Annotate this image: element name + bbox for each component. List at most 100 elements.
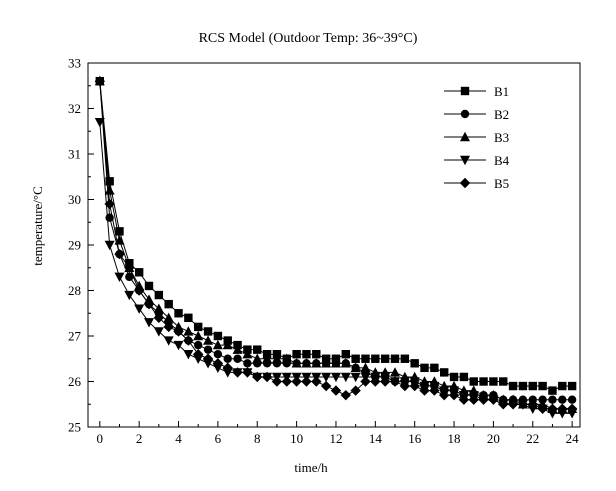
legend-item-b2: B2 [444, 107, 509, 122]
legend-marker [459, 177, 471, 189]
data-point [243, 359, 252, 368]
data-point [173, 340, 184, 351]
data-point [429, 385, 440, 396]
data-point [183, 326, 194, 336]
data-point [203, 345, 213, 354]
data-point [479, 377, 488, 386]
data-point [143, 298, 155, 310]
data-point [173, 326, 184, 337]
y-axis: 25 26 27 28 29 30 31 32 33 [68, 56, 94, 435]
data-point [124, 290, 135, 301]
data-point [163, 312, 174, 322]
data-point [203, 335, 214, 345]
data-point [153, 312, 165, 323]
data-point [449, 372, 459, 382]
data-point [301, 376, 312, 387]
data-point [459, 372, 469, 382]
legend-label: B2 [494, 107, 509, 122]
data-point [153, 303, 164, 313]
data-point [114, 248, 125, 260]
data-point [115, 227, 124, 236]
legend-label: B4 [494, 153, 510, 168]
data-point [340, 372, 351, 383]
data-point [133, 285, 145, 296]
data-point [271, 376, 283, 387]
data-point [340, 389, 352, 401]
data-point [351, 354, 360, 363]
data-point [212, 358, 224, 369]
legend-marker [460, 155, 470, 166]
series-b3 [94, 76, 578, 413]
legend-item-b1: B1 [444, 84, 509, 99]
series-b1 [95, 77, 577, 395]
y-tick-label: 27 [68, 329, 82, 344]
data-point [399, 380, 411, 392]
data-point [548, 395, 557, 404]
data-point [291, 376, 302, 387]
legend-item-b3: B3 [444, 130, 509, 145]
x-tick-label: 0 [97, 431, 104, 446]
data-point [301, 358, 312, 368]
data-point [222, 362, 233, 374]
data-point [134, 304, 145, 314]
data-point [153, 327, 164, 337]
x-tick-label: 10 [290, 431, 303, 446]
data-point [321, 358, 332, 368]
data-point [232, 367, 243, 378]
data-point [223, 354, 232, 363]
data-point [557, 403, 568, 414]
series-b5 [94, 76, 578, 414]
data-point [311, 358, 322, 368]
data-point [104, 185, 115, 195]
data-point [439, 389, 450, 401]
data-point [440, 368, 449, 377]
data-point [547, 403, 558, 414]
data-point [517, 399, 529, 410]
data-point [410, 359, 419, 368]
data-point [419, 385, 430, 396]
data-point [242, 367, 253, 378]
data-point [144, 318, 155, 328]
data-point [144, 281, 154, 291]
x-tick-label: 20 [487, 431, 500, 446]
data-point [350, 372, 361, 383]
data-point [262, 353, 273, 363]
data-point [194, 322, 203, 332]
data-point [124, 262, 135, 273]
x-tick-label: 24 [566, 431, 580, 446]
data-point [193, 349, 204, 360]
data-point [202, 353, 214, 364]
data-point [252, 353, 263, 363]
data-point [320, 380, 332, 392]
data-point [252, 371, 263, 383]
legend-marker [460, 86, 470, 96]
x-axis: 0 2 4 6 8 10 12 14 16 18 20 22 24 [97, 421, 580, 446]
x-tick-label: 6 [215, 431, 222, 446]
data-point [508, 381, 518, 391]
data-point [361, 354, 370, 363]
data-point [163, 321, 174, 333]
data-point [154, 290, 164, 300]
y-tick-label: 28 [68, 283, 81, 298]
data-point [340, 358, 351, 368]
x-tick-label: 22 [526, 431, 539, 446]
y-axis-label: temperature/°C [30, 186, 45, 266]
legend-marker [460, 131, 470, 142]
data-point [261, 371, 273, 383]
legend-label: B3 [494, 130, 509, 145]
data-point [134, 268, 144, 277]
data-point [330, 385, 342, 396]
data-point [468, 394, 479, 405]
data-point [400, 354, 410, 363]
data-point [528, 381, 537, 391]
data-point [312, 350, 321, 359]
x-tick-label: 12 [329, 431, 342, 446]
data-point [458, 394, 470, 405]
data-point [489, 377, 498, 386]
data-point [104, 198, 115, 210]
data-point [193, 330, 204, 341]
y-tick-label: 26 [68, 374, 82, 389]
data-point [558, 381, 567, 391]
data-point [558, 395, 567, 404]
